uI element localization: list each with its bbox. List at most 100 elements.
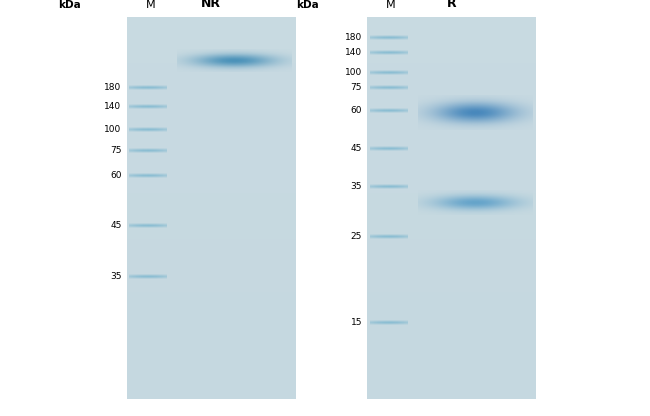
Text: 140: 140	[105, 102, 122, 111]
Bar	[367, 246, 536, 254]
Bar	[127, 361, 296, 369]
Bar	[127, 285, 296, 292]
Bar	[127, 246, 296, 254]
Bar	[127, 254, 296, 262]
Bar	[367, 17, 536, 24]
Bar	[127, 369, 296, 376]
Bar	[367, 277, 536, 285]
Bar	[367, 269, 536, 277]
Text: 25: 25	[351, 232, 362, 241]
Bar	[367, 70, 536, 78]
Bar	[367, 86, 536, 93]
Bar	[367, 384, 536, 392]
Text: M: M	[386, 0, 396, 10]
Bar	[127, 315, 296, 323]
Bar	[127, 300, 296, 307]
Bar	[367, 185, 536, 193]
Text: 180: 180	[104, 83, 122, 92]
Text: 35: 35	[350, 183, 362, 191]
Bar	[367, 361, 536, 369]
Bar	[127, 78, 296, 86]
Bar	[367, 208, 536, 215]
Text: M: M	[146, 0, 155, 10]
Bar	[127, 239, 296, 246]
Bar	[367, 231, 536, 239]
Bar	[367, 17, 536, 399]
Bar	[367, 101, 536, 109]
Bar	[367, 315, 536, 323]
Bar	[127, 330, 296, 338]
Bar	[367, 223, 536, 231]
Bar	[127, 292, 296, 300]
Bar	[127, 17, 296, 399]
Bar	[367, 338, 536, 346]
Bar	[367, 131, 536, 139]
Bar	[127, 231, 296, 239]
Text: R: R	[447, 0, 456, 10]
Text: 15: 15	[350, 318, 362, 327]
Bar	[127, 193, 296, 201]
Bar	[367, 285, 536, 292]
Bar	[127, 17, 296, 24]
Bar	[367, 40, 536, 47]
Bar	[367, 139, 536, 147]
Bar	[367, 170, 536, 177]
Text: kDa: kDa	[296, 0, 318, 10]
Text: 45: 45	[110, 221, 122, 230]
Bar	[127, 93, 296, 101]
Bar	[367, 254, 536, 262]
Bar	[127, 124, 296, 131]
Bar	[127, 116, 296, 124]
Bar	[367, 323, 536, 330]
Bar	[127, 185, 296, 193]
Bar	[367, 239, 536, 246]
Bar	[367, 177, 536, 185]
Bar	[367, 376, 536, 384]
Text: 75: 75	[110, 146, 122, 155]
Bar	[127, 346, 296, 354]
Bar	[367, 292, 536, 300]
Bar	[367, 32, 536, 40]
Bar	[367, 346, 536, 354]
Bar	[367, 154, 536, 162]
Bar	[127, 154, 296, 162]
Bar	[367, 47, 536, 55]
Bar	[367, 307, 536, 315]
Bar	[127, 32, 296, 40]
Bar	[367, 24, 536, 32]
Bar	[127, 307, 296, 315]
Bar	[367, 55, 536, 62]
Text: 60: 60	[110, 171, 122, 180]
Text: 140: 140	[345, 49, 362, 57]
Bar	[127, 139, 296, 147]
Bar	[367, 369, 536, 376]
Text: 35: 35	[110, 272, 122, 281]
Text: 75: 75	[350, 83, 362, 92]
Bar	[127, 269, 296, 277]
Bar	[367, 392, 536, 399]
Bar	[127, 170, 296, 177]
Bar	[127, 55, 296, 62]
Bar	[127, 392, 296, 399]
Bar	[127, 338, 296, 346]
Bar	[127, 70, 296, 78]
Bar	[367, 330, 536, 338]
Bar	[127, 40, 296, 47]
Bar	[367, 162, 536, 170]
Text: NR: NR	[202, 0, 221, 10]
Bar	[367, 215, 536, 223]
Bar	[127, 223, 296, 231]
Bar	[367, 147, 536, 154]
Bar	[127, 147, 296, 154]
Bar	[367, 124, 536, 131]
Bar	[127, 101, 296, 109]
Bar	[127, 354, 296, 361]
Bar	[367, 354, 536, 361]
Bar	[367, 93, 536, 101]
Bar	[127, 86, 296, 93]
Bar	[127, 323, 296, 330]
Text: 60: 60	[350, 106, 362, 115]
Bar	[367, 262, 536, 269]
Bar	[127, 215, 296, 223]
Bar	[367, 116, 536, 124]
